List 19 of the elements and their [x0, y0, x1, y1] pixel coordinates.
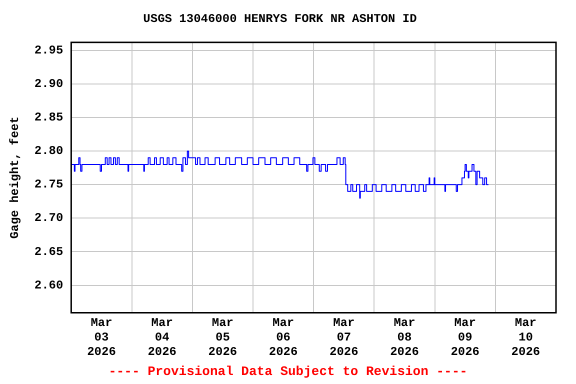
y-tick-label: 2.70 [34, 211, 64, 226]
y-tick-label: 2.75 [34, 178, 64, 192]
x-tick-label: Mar 06 2026 [268, 316, 298, 359]
y-tick-label: 2.65 [34, 244, 64, 259]
y-axis-title: Gage height, feet [8, 116, 22, 239]
x-tick-label: Mar 04 2026 [148, 316, 177, 359]
y-tick-label: 2.60 [34, 278, 64, 292]
chart-title: USGS 13046000 HENRYS FORK NR ASHTON ID [143, 12, 417, 26]
text: ---- Provisional Data Subject to Revision ---- [108, 364, 468, 379]
x-tick-label: Mar 08 2026 [390, 316, 419, 359]
y-tick-label: 2.80 [34, 144, 64, 158]
x-tick-label: Mar 10 2026 [511, 316, 540, 359]
y-tick-label: 2.95 [34, 43, 64, 58]
x-tick-label: Mar 09 2026 [450, 316, 480, 359]
x-tick-label: Mar 05 2026 [208, 316, 238, 359]
y-tick-label: 2.85 [34, 110, 64, 125]
y-tick-label: 2.90 [34, 77, 64, 92]
x-tick-label: Mar 07 2026 [329, 316, 358, 359]
x-tick-label: Mar 03 2026 [87, 316, 116, 359]
